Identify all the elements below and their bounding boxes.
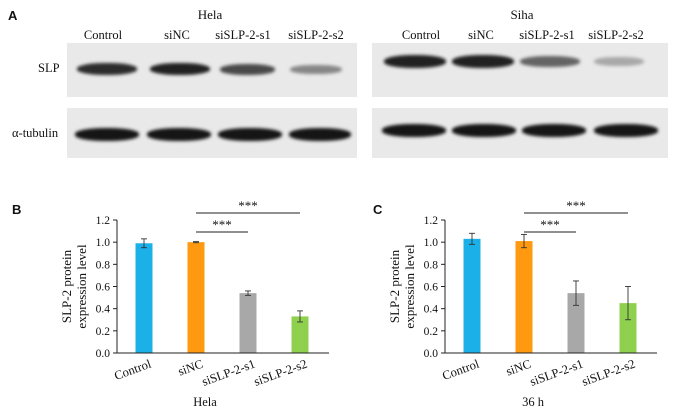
time36h-ylabel-line-0: SLP-2 protein <box>387 249 402 323</box>
lane-label-hela-s1: siSLP-2-s1 <box>215 28 271 42</box>
blot-hela-slp <box>67 43 357 97</box>
panel-c-letter: C <box>373 202 383 217</box>
band-siha-slp-control <box>384 55 446 68</box>
hela-ytick-label-0: 0.0 <box>96 348 111 360</box>
time36h-ytick-label-5: 1.0 <box>424 237 439 249</box>
band-siha-slp-sinc <box>452 55 514 68</box>
band-hela-tub-s1 <box>218 128 282 141</box>
time36h-ytick-label-6: 1.2 <box>424 215 439 227</box>
time36h-xtick-label-2: siSLP-2-s1 <box>528 357 585 389</box>
time36h-errorbar-3 <box>625 286 631 321</box>
hela-ytick-label-6: 1.2 <box>96 215 111 227</box>
hela-bar-2 <box>239 293 257 353</box>
hela-ytick-label-3: 0.6 <box>96 282 111 294</box>
time36h-ytick-label-1: 0.2 <box>424 326 439 338</box>
hela-bar-1 <box>187 242 205 353</box>
time36h-sig-label-1: *** <box>566 198 586 213</box>
band-siha-tub-s1 <box>522 124 586 137</box>
hela-ylabel-line-0: SLP-2 protein <box>59 249 74 323</box>
time36h-ytick-label-3: 0.6 <box>424 282 439 294</box>
hela-bar-0 <box>135 243 153 353</box>
lane-label-siha-s1: siSLP-2-s1 <box>519 28 575 42</box>
band-hela-tub-s2 <box>289 128 351 141</box>
time36h-bar-0 <box>463 238 481 353</box>
band-siha-tub-sinc <box>452 124 516 137</box>
time36h-errorbar-0 <box>469 232 475 245</box>
hela-bar-3 <box>291 316 309 353</box>
hela-errorbar-3 <box>297 310 303 323</box>
hela-ylabel-line-1: expression level <box>74 244 89 329</box>
hela-ytick-label-1: 0.2 <box>96 326 111 338</box>
time36h-xtick-label-3: siSLP-2-s2 <box>580 357 637 389</box>
panel-b-letter: B <box>12 202 22 217</box>
band-hela-tub-control <box>75 128 139 141</box>
band-hela-slp-control <box>77 63 137 75</box>
blot-title-siha: Siha <box>510 7 534 22</box>
time36h-ytick-label-4: 0.8 <box>424 259 439 271</box>
hela-errorbar-2 <box>245 290 251 296</box>
hela-sig-label-0: *** <box>212 217 232 232</box>
time36h-ytick-label-0: 0.0 <box>424 348 439 360</box>
band-hela-slp-s1 <box>220 64 275 75</box>
hela-sig-label-1: *** <box>238 198 258 213</box>
time36h-errorbar-2 <box>573 280 579 306</box>
hela-xtick-label-2: siSLP-2-s1 <box>200 357 257 389</box>
lane-label-hela-s2: siSLP-2-s2 <box>288 28 344 42</box>
band-siha-slp-s2 <box>594 57 644 66</box>
band-siha-tub-s2 <box>594 124 658 137</box>
time36h-ytick-label-2: 0.4 <box>424 304 439 316</box>
hela-xlabel: Hela <box>193 395 217 409</box>
time36h-xlabel: 36 h <box>522 395 545 409</box>
lane-label-hela-control: Control <box>83 28 123 42</box>
hela-xtick-label-0: Control <box>112 356 153 382</box>
lane-label-hela-sinc: siNC <box>164 28 190 42</box>
row-label-tubulin: α-tubulin <box>12 126 59 140</box>
lane-label-siha-sinc: siNC <box>468 28 494 42</box>
band-siha-slp-s1 <box>520 56 580 67</box>
time36h-bar-1 <box>515 241 533 353</box>
panel-a-letter: A <box>8 8 18 23</box>
lane-label-siha-control: Control <box>401 28 441 42</box>
hela-ytick-label-4: 0.8 <box>96 259 111 271</box>
blot-hela-tubulin <box>67 108 357 158</box>
hela-ytick-label-5: 1.0 <box>96 237 111 249</box>
blot-siha-tubulin <box>372 108 668 158</box>
band-hela-slp-s2 <box>290 65 342 74</box>
hela-ytick-label-2: 0.4 <box>96 304 111 316</box>
time36h-ylabel-line-1: expression level <box>402 244 417 329</box>
time36h-sig-label-0: *** <box>540 217 560 232</box>
time36h-bar-2 <box>567 293 585 353</box>
blot-title-hela: Hela <box>197 7 223 22</box>
blot-siha-slp <box>372 43 668 97</box>
time36h-bar-3 <box>619 303 637 353</box>
lane-label-siha-s2: siSLP-2-s2 <box>588 28 644 42</box>
time36h-errorbar-1 <box>521 233 527 249</box>
band-siha-tub-control <box>382 124 446 137</box>
row-label-slp: SLP <box>38 61 60 75</box>
time36h-xtick-label-0: Control <box>440 356 481 382</box>
band-hela-slp-sinc <box>150 63 210 75</box>
hela-errorbar-1 <box>193 241 199 244</box>
band-hela-tub-sinc <box>147 128 211 141</box>
hela-xtick-label-3: siSLP-2-s2 <box>252 357 309 389</box>
hela-errorbar-0 <box>141 238 147 249</box>
